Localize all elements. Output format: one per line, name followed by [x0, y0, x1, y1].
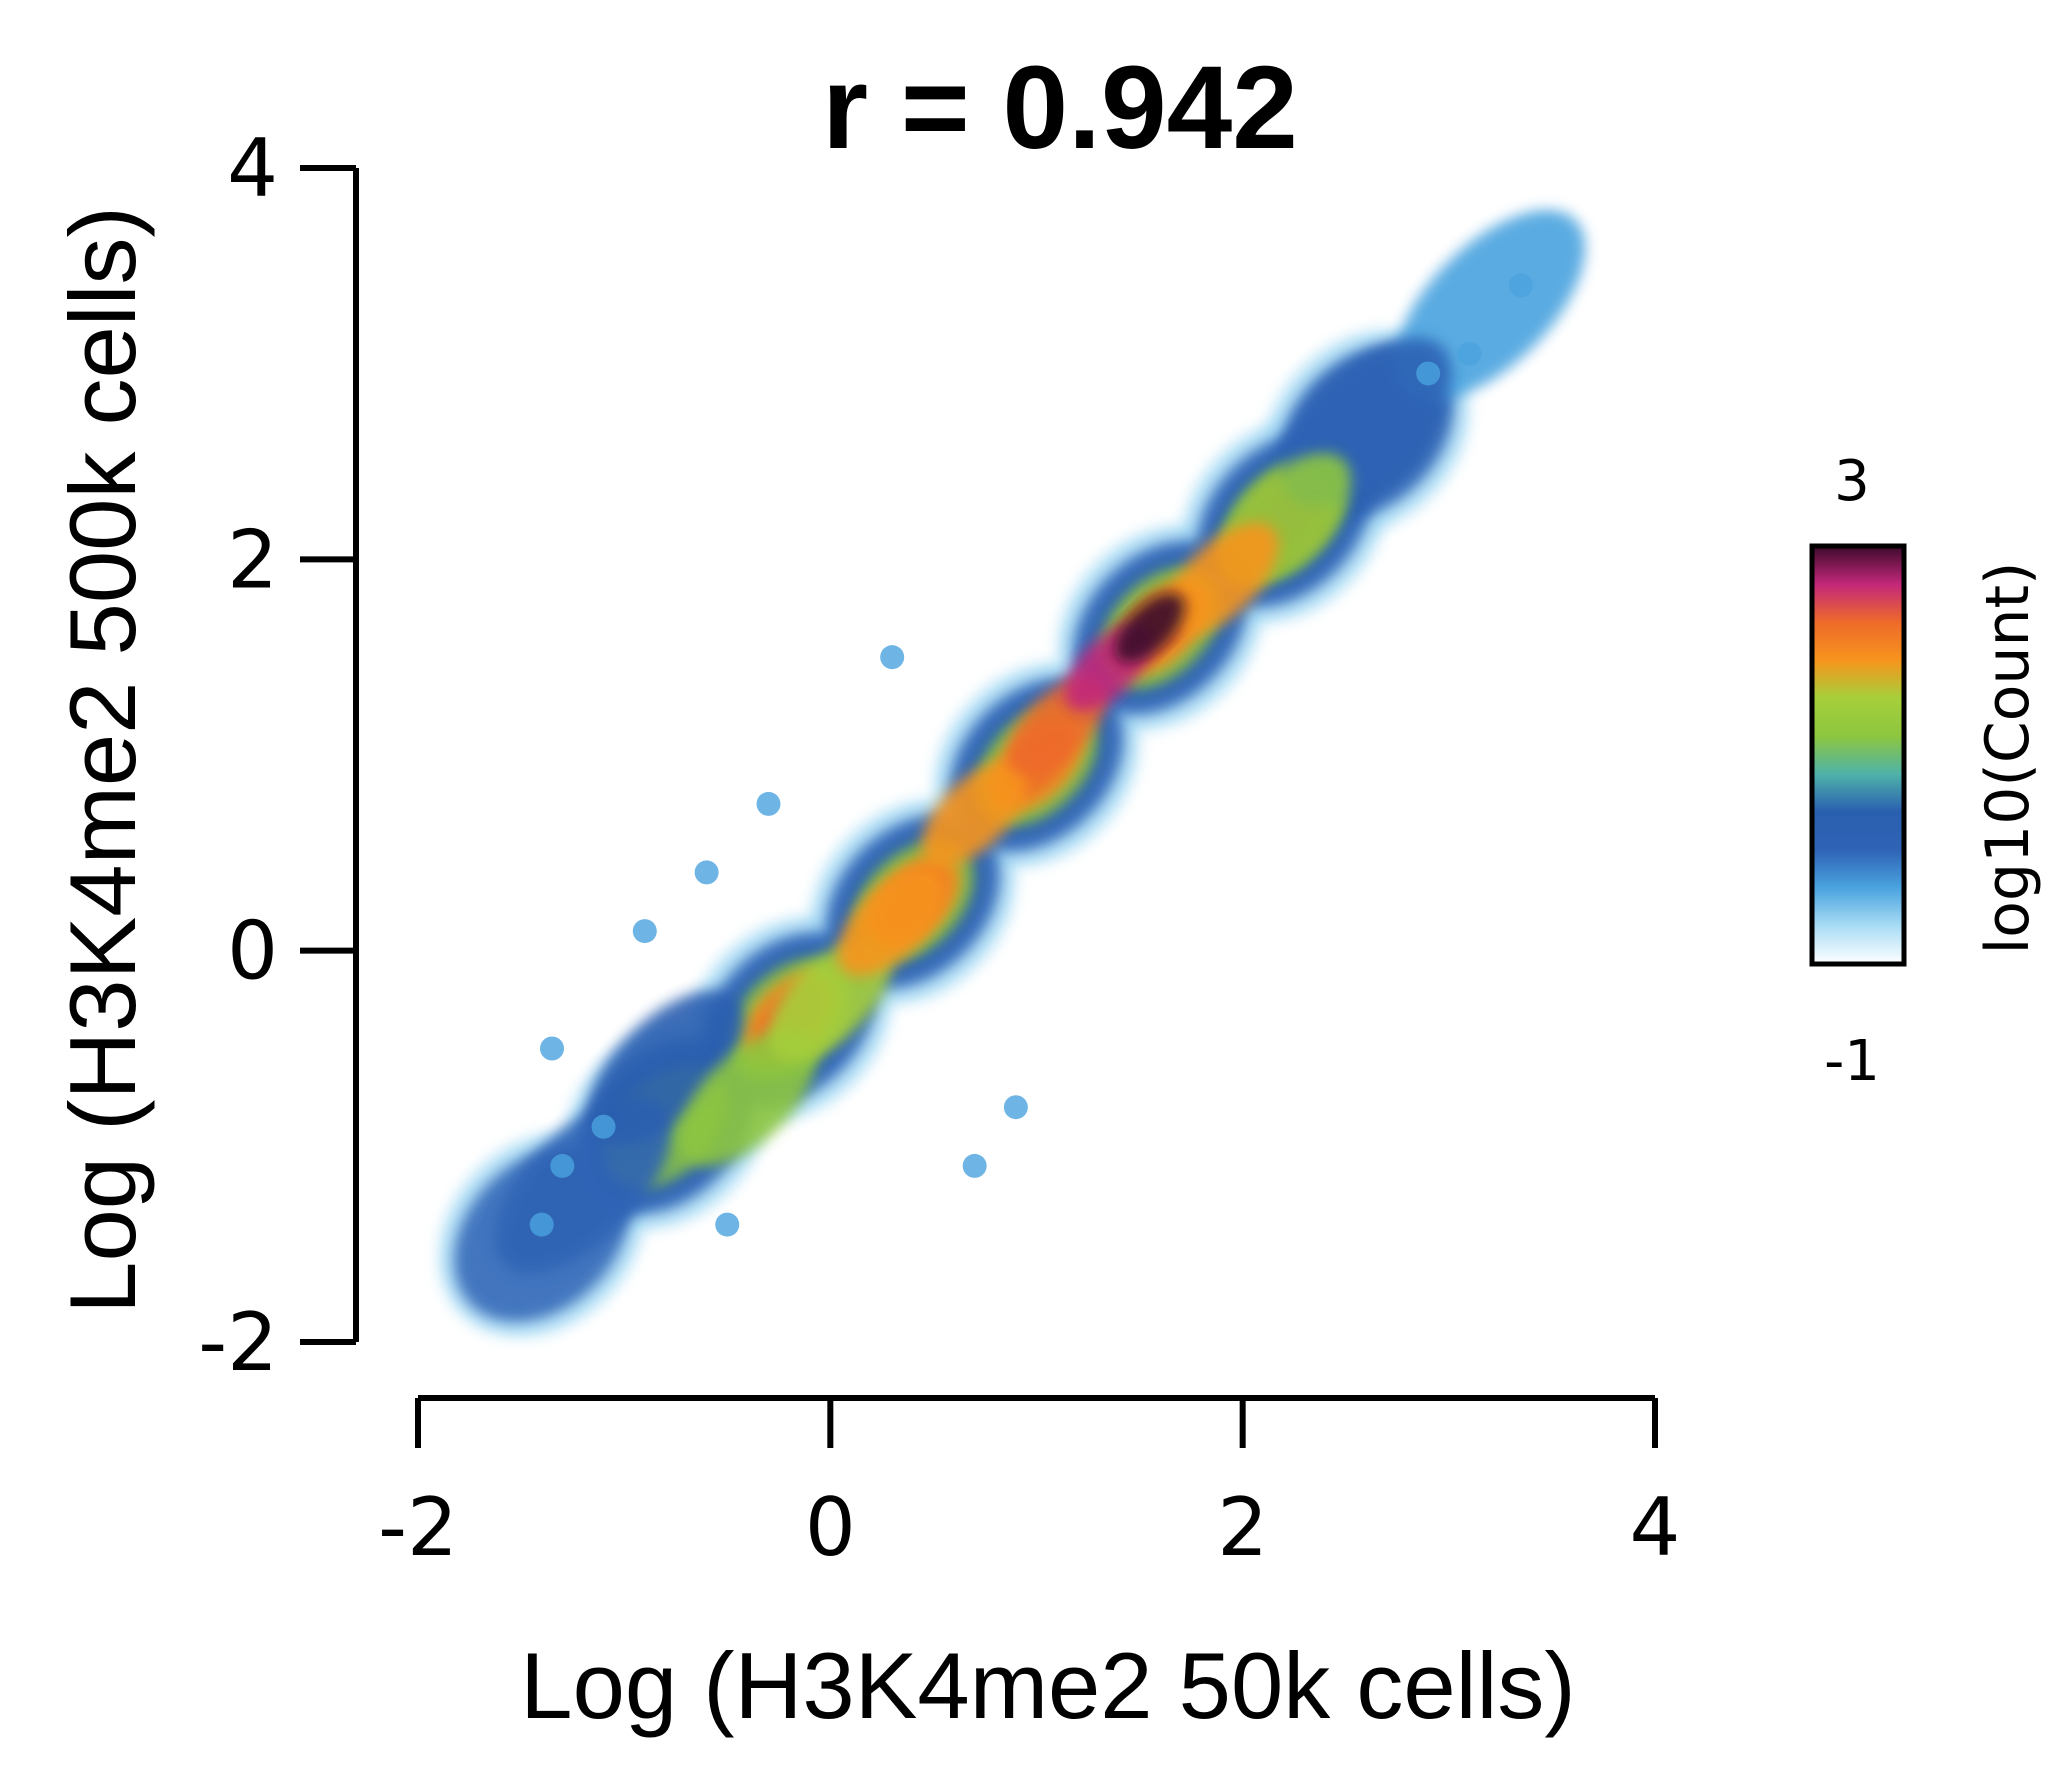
y-axis-label: Log (H3K4me2 500k cells) — [50, 206, 155, 1314]
colorbar-gradient — [1809, 543, 1907, 967]
colorbar: 3 -1 log10(Count) — [1809, 449, 2043, 1094]
density-speckle — [529, 1212, 554, 1237]
density-speckle — [715, 1212, 740, 1237]
density-speckle — [550, 1153, 575, 1178]
density-speckle — [962, 1153, 987, 1178]
x-axis-label: Log (H3K4me2 50k cells) — [520, 1633, 1575, 1738]
y-tick-label: -2 — [198, 1296, 278, 1389]
density-speckle — [1416, 361, 1441, 386]
density-point — [1165, 522, 1279, 636]
x-axis-ticks: -2 0 2 4 — [378, 1398, 1680, 1574]
density-speckle — [591, 1114, 616, 1139]
density-speckle — [1003, 1095, 1028, 1120]
density-speckle — [540, 1036, 565, 1061]
density-speckle — [756, 791, 781, 816]
density-cloud — [438, 209, 1586, 1338]
y-tick-label: 4 — [227, 122, 278, 215]
density-point — [1114, 592, 1186, 664]
density-point — [587, 990, 743, 1146]
x-tick-label: -2 — [378, 1481, 458, 1574]
y-tick-label: 0 — [227, 905, 278, 998]
density-speckle — [880, 645, 905, 670]
density-point — [679, 1028, 817, 1167]
y-tick-label: 2 — [227, 513, 278, 606]
density-point — [837, 866, 947, 976]
x-tick-label: 4 — [1630, 1481, 1681, 1574]
density-speckle — [694, 860, 719, 885]
density-speckle — [1457, 341, 1482, 366]
chart-title: r = 0.942 — [822, 42, 1298, 174]
colorbar-title: log10(Count) — [1973, 562, 2043, 955]
colorbar-min-label: -1 — [1824, 1029, 1880, 1094]
density-speckle — [632, 919, 657, 944]
y-axis-ticks: 4 2 0 -2 — [198, 122, 356, 1389]
x-tick-label: 0 — [805, 1481, 856, 1574]
density-speckle — [1508, 273, 1533, 298]
x-tick-label: 2 — [1217, 1481, 1268, 1574]
colorbar-max-label: 3 — [1834, 449, 1870, 514]
density-point — [921, 760, 1028, 867]
